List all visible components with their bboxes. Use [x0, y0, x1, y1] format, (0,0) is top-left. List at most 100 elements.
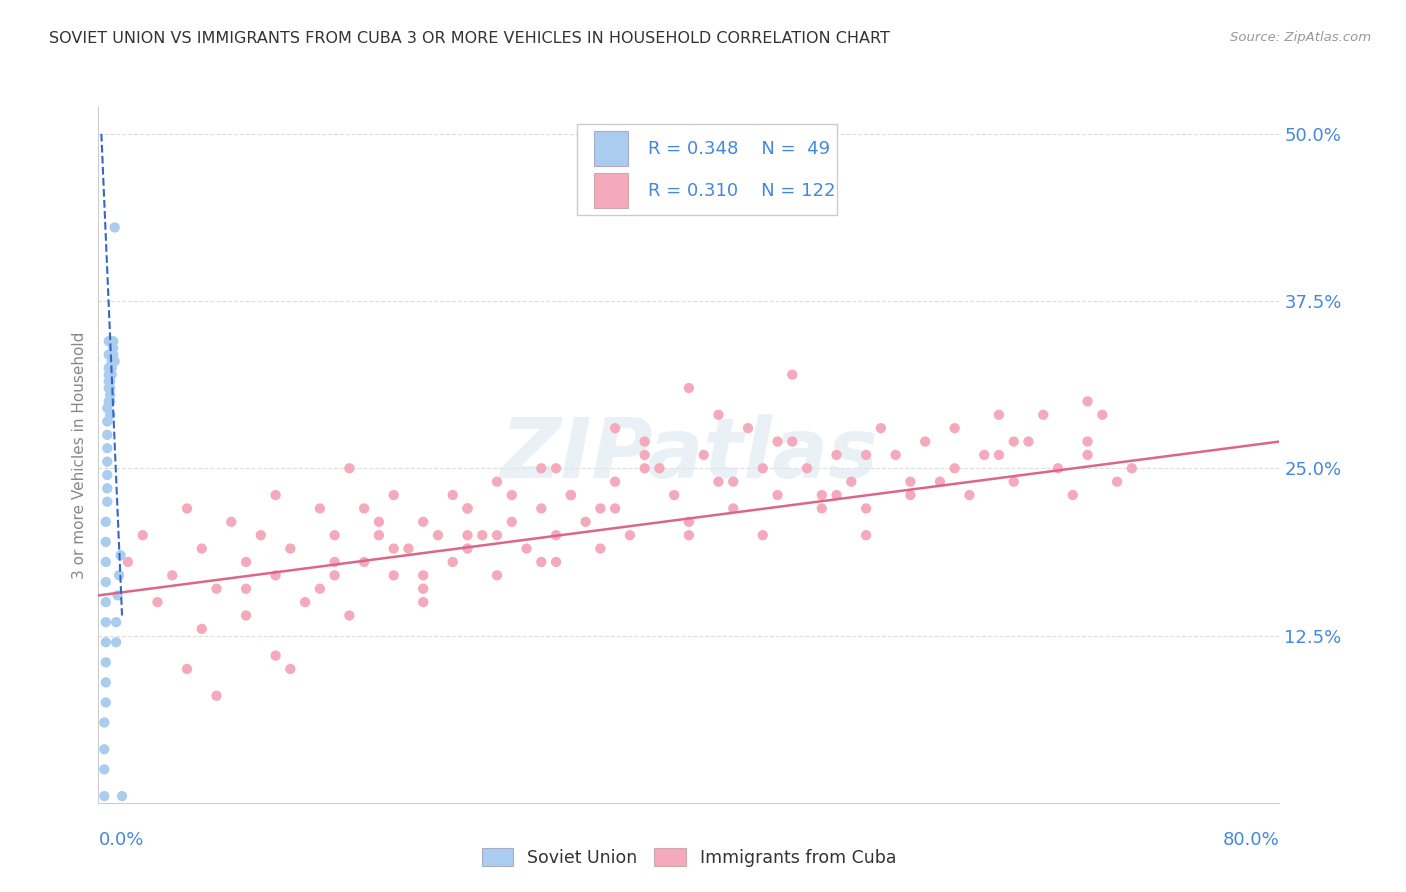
Point: [94, 655, 117, 669]
Point: [146, 595, 169, 609]
Point: [98, 388, 121, 402]
Point: [456, 501, 478, 516]
Point: [914, 434, 936, 449]
Point: [98, 381, 121, 395]
Point: [97, 348, 120, 362]
Text: ZIPatlas: ZIPatlas: [501, 415, 877, 495]
Point: [96, 494, 118, 508]
Point: [176, 501, 198, 516]
Point: [103, 348, 125, 362]
Point: [441, 488, 464, 502]
Point: [943, 421, 966, 435]
Point: [97, 381, 120, 395]
Point: [486, 475, 509, 489]
Point: [456, 501, 478, 516]
Point: [678, 381, 700, 395]
Point: [97, 375, 120, 389]
Point: [693, 448, 716, 462]
Point: [766, 488, 789, 502]
Point: [100, 368, 122, 382]
Point: [96, 455, 118, 469]
Point: [103, 334, 125, 349]
Point: [108, 568, 131, 582]
Point: [928, 475, 950, 489]
Point: [103, 354, 125, 368]
Point: [111, 789, 134, 803]
Point: [309, 501, 332, 516]
Point: [396, 541, 419, 556]
Point: [93, 715, 115, 730]
Point: [98, 375, 121, 389]
Point: [633, 434, 655, 449]
Point: [544, 528, 567, 542]
Point: [264, 648, 287, 663]
Point: [337, 461, 360, 475]
Point: [869, 421, 891, 435]
Text: SOVIET UNION VS IMMIGRANTS FROM CUBA 3 OR MORE VEHICLES IN HOUSEHOLD CORRELATION: SOVIET UNION VS IMMIGRANTS FROM CUBA 3 O…: [49, 31, 890, 46]
Point: [501, 488, 523, 502]
Point: [94, 575, 117, 590]
Point: [544, 555, 567, 569]
Point: [530, 555, 553, 569]
Point: [264, 488, 287, 502]
Point: [825, 448, 848, 462]
Point: [94, 515, 117, 529]
Point: [1105, 475, 1128, 489]
Point: [278, 541, 302, 556]
FancyBboxPatch shape: [595, 173, 627, 208]
FancyBboxPatch shape: [576, 124, 837, 215]
Point: [1077, 448, 1099, 462]
Point: [94, 595, 117, 609]
Point: [117, 555, 139, 569]
Point: [707, 408, 730, 422]
Point: [486, 528, 509, 542]
Point: [900, 488, 922, 502]
Point: [250, 528, 273, 542]
Point: [191, 541, 214, 556]
Point: [471, 528, 494, 542]
Text: 0.0%: 0.0%: [98, 830, 143, 848]
Point: [456, 528, 478, 542]
Point: [191, 622, 214, 636]
Point: [94, 555, 117, 569]
Point: [619, 528, 641, 542]
Point: [105, 615, 128, 630]
Point: [98, 408, 121, 422]
FancyBboxPatch shape: [595, 131, 627, 166]
Point: [110, 548, 132, 563]
Point: [855, 448, 877, 462]
Point: [782, 434, 804, 449]
Point: [721, 475, 744, 489]
Point: [1002, 475, 1025, 489]
Point: [94, 675, 117, 690]
Point: [96, 401, 118, 416]
Point: [97, 361, 120, 376]
Point: [825, 488, 848, 502]
Point: [766, 434, 789, 449]
Text: Source: ZipAtlas.com: Source: ZipAtlas.com: [1230, 31, 1371, 45]
Point: [94, 696, 117, 710]
Point: [839, 475, 862, 489]
Point: [93, 762, 115, 776]
Point: [648, 461, 671, 475]
Point: [412, 582, 434, 596]
Point: [959, 488, 981, 502]
Point: [589, 501, 612, 516]
Point: [544, 461, 567, 475]
Point: [412, 515, 434, 529]
Point: [884, 448, 907, 462]
Point: [205, 689, 228, 703]
Point: [176, 662, 198, 676]
Point: [337, 608, 360, 623]
Point: [1077, 434, 1099, 449]
Point: [943, 461, 966, 475]
Point: [96, 442, 118, 456]
Point: [97, 334, 120, 349]
Point: [678, 515, 700, 529]
Point: [412, 568, 434, 582]
Point: [235, 582, 257, 596]
Point: [1121, 461, 1143, 475]
Point: [486, 568, 509, 582]
Point: [368, 528, 391, 542]
Point: [721, 501, 744, 516]
